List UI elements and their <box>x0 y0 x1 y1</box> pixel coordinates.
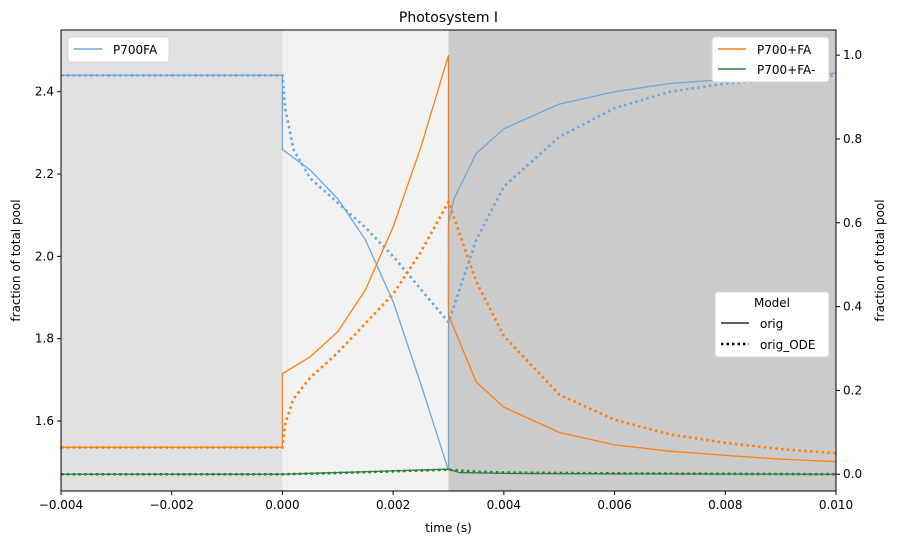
legend-model-box <box>714 291 830 358</box>
background-region-0 <box>61 30 283 491</box>
y-axis-left: 1.6 1.8 2.0 2.2 2.4 <box>35 85 61 428</box>
background-region-1 <box>282 30 449 491</box>
legend-right: P700+FA P700+FA- <box>711 36 830 83</box>
y-axis-label-left: fraction of total pool <box>9 199 23 321</box>
y-tick-label-right: 0.2 <box>843 383 862 397</box>
legend-label-p700fa: P700FA <box>113 43 158 57</box>
y-tick-label-right: 1.0 <box>843 48 862 62</box>
legend-label-orig-ode: orig_ODE <box>760 338 816 352</box>
y-axis-right: 0.0 0.2 0.4 0.6 0.8 1.0 <box>836 48 862 481</box>
y-tick-label-right: 0.0 <box>843 467 862 481</box>
x-tick-label: −0.004 <box>39 498 83 512</box>
chart-title: Photosystem I <box>399 10 498 26</box>
series-line-p700-plusfa-orig-ode <box>61 468 837 476</box>
x-tick-label: 0.002 <box>376 498 410 512</box>
legend-model: Model orig orig_ODE <box>714 291 830 358</box>
plot-frame <box>60 29 837 492</box>
x-tick-label: 0.004 <box>487 498 521 512</box>
y-tick-label-left: 2.2 <box>35 167 54 181</box>
legend-model-title: Model <box>754 296 790 310</box>
legend-left: P700FA <box>67 36 170 63</box>
series-line-p700-plusfa-orig-ode <box>61 198 837 455</box>
x-tick-label: 0.008 <box>708 498 742 512</box>
y-tick-label-right: 0.8 <box>843 132 862 146</box>
legend-label-p700-plus-fa-minus: P700+FA- <box>757 63 815 77</box>
legend-label-orig: orig <box>760 317 783 331</box>
x-tick-label: 0.006 <box>597 498 631 512</box>
y-tick-label-left: 2.4 <box>35 85 54 99</box>
y-tick-label-left: 1.8 <box>35 332 54 346</box>
background-regions <box>61 30 836 491</box>
y-tick-label-left: 2.0 <box>35 249 54 263</box>
y-axis-label-right: fraction of total pool <box>873 199 887 321</box>
x-axis: −0.004 −0.002 0.000 0.002 0.004 0.006 0.008 0.0… <box>39 491 853 512</box>
series-line-p700-plusfa <box>61 54 837 463</box>
x-tick-label: 0.010 <box>819 498 853 512</box>
legend-label-p700-plus-fa: P700+FA <box>757 43 812 57</box>
y-tick-label-right: 0.6 <box>843 216 862 230</box>
x-axis-label: time (s) <box>425 521 472 535</box>
y-tick-label-left: 1.6 <box>35 414 54 428</box>
series-layer <box>61 54 837 476</box>
x-tick-label: −0.002 <box>150 498 194 512</box>
x-tick-label: 0.000 <box>265 498 299 512</box>
y-tick-label-right: 0.4 <box>843 300 862 314</box>
background-region-2 <box>448 30 836 491</box>
legend-left-box <box>67 36 170 63</box>
